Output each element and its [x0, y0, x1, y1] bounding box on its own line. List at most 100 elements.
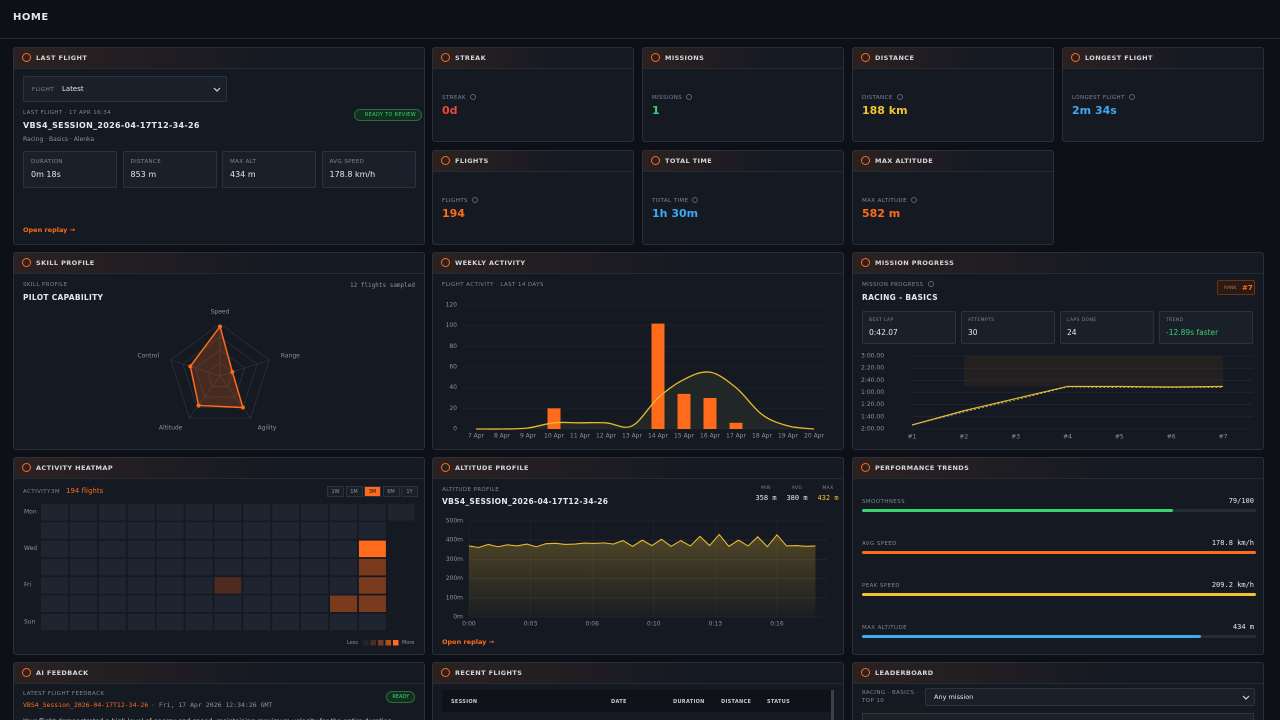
heat-cell — [330, 522, 357, 539]
heat-cell — [185, 558, 213, 576]
metric-value: 434 m — [1232, 623, 1254, 631]
heat-cell — [127, 558, 155, 576]
bar — [703, 398, 717, 429]
radar-ring — [170, 323, 270, 419]
x-tick-label: #5 — [1115, 434, 1124, 441]
row-label: Fri — [24, 582, 31, 589]
activity-range: 3M — [51, 489, 61, 495]
heat-cell — [358, 540, 386, 558]
heat-cell — [243, 558, 271, 576]
panel-icon — [861, 156, 870, 165]
panel-icon — [441, 463, 450, 472]
y-tick-label: 40 — [449, 384, 457, 391]
subtitle: SKILL PROFILE — [23, 282, 68, 288]
flight-select[interactable]: FLIGHT Latest — [23, 76, 227, 102]
panel: MISSIONS MISSIONS 1 — [642, 47, 844, 142]
stat-label: BEST LAP — [869, 318, 894, 323]
select-value: Latest — [62, 85, 84, 93]
x-tick-label: 7 Apr — [468, 433, 485, 440]
y-tick-label: 20 — [449, 405, 457, 412]
heat-cell — [214, 577, 242, 594]
panel-title: ACTIVITY HEATMAP — [36, 464, 114, 472]
heat-cell — [156, 504, 184, 521]
y-tick-label: 500m — [446, 518, 463, 525]
heat-cell — [301, 595, 329, 612]
stat-box: BEST LAP 0:42.07 — [862, 311, 956, 344]
replay-link[interactable]: Open replay → — [442, 638, 495, 646]
y-tick-label: 120 — [446, 302, 458, 309]
heat-cell — [214, 558, 242, 576]
progress-line — [911, 386, 1223, 426]
subtitle: FLIGHT ACTIVITY · LAST 14 DAYS — [442, 282, 544, 288]
heat-cell — [387, 504, 415, 521]
x-tick-label: 0:10 — [647, 621, 661, 628]
x-tick-label: 0:13 — [709, 621, 723, 628]
panel-icon — [441, 668, 450, 677]
panel: DISTANCE DISTANCE 188 km — [852, 47, 1054, 142]
range-button[interactable]: 1Y — [401, 486, 418, 497]
heat-cell — [41, 558, 68, 576]
heat-cell — [185, 595, 213, 612]
stat-label: MIN — [761, 486, 771, 491]
card-value: 1h 30m — [652, 207, 699, 220]
heat-cell — [214, 504, 242, 521]
chevron — [1242, 695, 1250, 700]
x-tick-label: #3 — [1011, 434, 1020, 441]
heat-cell — [272, 540, 300, 558]
metric-bar — [862, 551, 1256, 554]
stat-value: 30 — [968, 328, 978, 337]
session-link: VBS4_Session_2026-04-17T12-34-26 — [23, 701, 149, 709]
note: 12 flights sampled — [349, 282, 415, 289]
stat-value: 0:42.07 — [869, 328, 898, 337]
heat-cell — [156, 540, 184, 558]
stat-box: AVG SPEED 178.8 km/h — [321, 151, 416, 188]
radar-axis-label: Speed — [211, 309, 230, 316]
select-value: Any mission — [934, 693, 974, 701]
panel: LEADERBOARD RACING · BASICS · TOP 10 Any mi… — [852, 662, 1264, 720]
heat-cell — [272, 558, 300, 576]
legend-swatch — [370, 640, 376, 646]
metric-bar — [862, 635, 1201, 638]
stat-value: 853 m — [130, 170, 157, 179]
heat-cell — [98, 595, 126, 612]
card-label: STREAK — [442, 95, 466, 101]
panel: PERFORMANCE TRENDS SMOOTHNESS 79/100 AVG SP… — [852, 457, 1264, 655]
heat-cell — [41, 540, 68, 558]
panel-header: ALTITUDE PROFILE — [433, 458, 843, 479]
stat-label: MAX ALT — [230, 159, 257, 165]
panel-icon — [651, 156, 660, 165]
heat-cell — [272, 504, 300, 521]
panel-icon — [861, 463, 870, 472]
session-name: VBS4_SESSION_2026-04-17T12-34-26 — [442, 497, 609, 506]
stat-box: DISTANCE 853 m — [122, 151, 217, 188]
heat-cell — [69, 595, 97, 612]
heat-cell — [358, 504, 386, 521]
column-header: DATE — [611, 699, 627, 705]
range-button[interactable]: 3M — [364, 486, 381, 497]
replay-link[interactable]: Open replay → — [23, 226, 76, 234]
card-value: 188 km — [862, 104, 908, 117]
column-header: DURATION — [673, 699, 705, 705]
chart: 0m 100m 200m 300m 400m 500m 0:00 0:03 0:06 0:10 0:… — [446, 518, 827, 628]
panel-title: DISTANCE — [875, 54, 915, 62]
y-tick-label: 400m — [446, 537, 463, 544]
panel-header: MISSIONS — [643, 48, 843, 69]
row-label: Wed — [24, 545, 37, 552]
panel-title: LEADERBOARD — [875, 669, 934, 677]
y-tick-label: 60 — [449, 364, 457, 371]
chart: Speed Range Agility Altitude Control — [137, 309, 300, 432]
legend-swatch — [363, 640, 369, 646]
range-button[interactable]: 1W — [327, 486, 344, 497]
stat-label: AVG SPEED — [329, 159, 365, 165]
table-header — [442, 690, 832, 712]
stat-label: MAX — [822, 486, 834, 491]
mission-select[interactable]: Any mission — [925, 688, 1255, 706]
stat-value: 0m 18s — [31, 170, 61, 179]
range-button[interactable]: 6M — [382, 486, 400, 497]
range-button[interactable]: 1M — [345, 486, 363, 497]
card-label: DISTANCE — [862, 95, 893, 101]
heat-cell — [301, 522, 329, 539]
y-tick-label: 80 — [449, 343, 457, 350]
stat-box: DURATION 0m 18s — [23, 151, 117, 188]
panel-header: MAX ALTITUDE — [853, 151, 1053, 172]
